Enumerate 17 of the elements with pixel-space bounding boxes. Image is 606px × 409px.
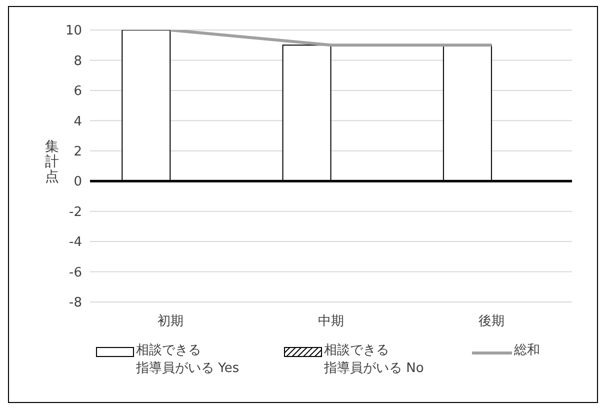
legend-label: 相談できる指導員がいる No — [324, 342, 424, 378]
y-tick-label: -4 — [69, 235, 82, 250]
y-tick-label: 8 — [74, 54, 82, 69]
y-tick-label: 2 — [74, 144, 82, 160]
y-tick-label: 4 — [74, 114, 82, 130]
y-tick-label: -6 — [69, 265, 82, 280]
legend-label: 総和 — [514, 342, 540, 360]
y-tick-label: 10 — [65, 24, 82, 39]
y-tick-label: -2 — [69, 204, 82, 220]
y-tick-label: -8 — [69, 296, 82, 311]
legend-label: 相談できる指導員がいる Yes — [136, 342, 240, 378]
y-tick-label: 6 — [74, 84, 82, 100]
y-axis-title: 集計点 — [44, 139, 60, 185]
y-tick-label: 0 — [74, 174, 82, 190]
x-tick-label: 中期 — [318, 314, 344, 330]
x-tick-label: 後期 — [478, 314, 505, 330]
x-tick-label: 初期 — [157, 314, 184, 330]
